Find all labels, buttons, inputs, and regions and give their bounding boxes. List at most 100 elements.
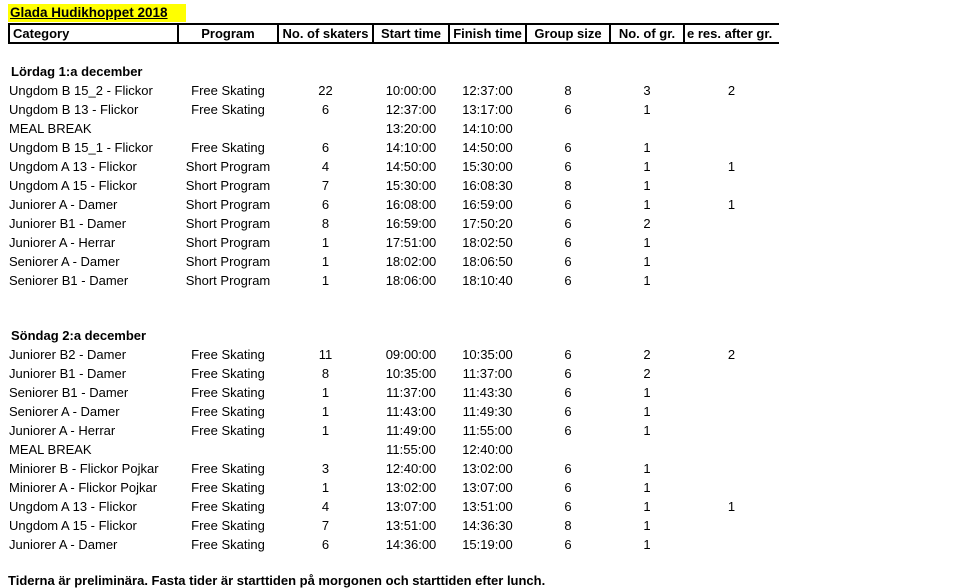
cell-skaters xyxy=(278,119,373,138)
cell-skaters: 7 xyxy=(321,178,330,193)
page-title: Glada Hudikhoppet 2018 xyxy=(8,4,186,22)
cell-program: Short Program xyxy=(185,254,271,269)
cell-res_after: 2 xyxy=(727,83,736,98)
cell-groups: 1 xyxy=(643,140,651,155)
cell-finish: 18:02:50 xyxy=(462,235,513,250)
cell-groups: 1 xyxy=(643,385,651,400)
cell-group_size: 6 xyxy=(564,499,572,514)
cell-res_after xyxy=(684,535,779,554)
cell-start: 14:10:00 xyxy=(385,140,437,155)
cell-group_size: 6 xyxy=(564,366,572,381)
cell-res_after xyxy=(684,252,779,271)
table-row: Juniorer B2 - Damer Free Skating 11 09:00:0… xyxy=(9,345,779,364)
cell-group_size: 8 xyxy=(564,518,572,533)
table-row: Juniorer A - Damer Short Program 6 16:08:00… xyxy=(9,195,779,214)
section-heading-row: Lördag 1:a december xyxy=(9,62,779,81)
cell-category: Ungdom B 15_1 - Flickor xyxy=(9,140,153,155)
cell-category: Juniorer A - Herrar xyxy=(9,423,116,438)
table-row: Ungdom A 13 - Flickor Free Skating 4 13:07:… xyxy=(9,497,779,516)
cell-program: Short Program xyxy=(185,273,271,288)
cell-skaters: 7 xyxy=(321,518,330,533)
cell-group_size: 6 xyxy=(564,102,572,117)
cell-start: 13:07:00 xyxy=(385,499,437,514)
cell-program: Free Skating xyxy=(191,537,265,552)
cell-skaters: 1 xyxy=(321,404,330,419)
cell-groups: 1 xyxy=(643,254,651,269)
cell-group_size: 6 xyxy=(564,197,572,212)
table-row: Miniorer A - Flickor Pojkar Free Skating 1… xyxy=(9,478,779,497)
table-row: Ungdom A 15 - Flickor Short Program 7 15:30… xyxy=(9,176,779,195)
cell-res_after xyxy=(684,176,779,195)
cell-skaters: 22 xyxy=(318,83,333,98)
cell-res_after xyxy=(684,100,779,119)
spacer-row xyxy=(9,308,779,326)
cell-finish: 16:59:00 xyxy=(462,197,513,212)
cell-res_after xyxy=(684,233,779,252)
cell-program: Free Skating xyxy=(191,461,265,476)
cell-res_after xyxy=(684,271,779,290)
cell-skaters: 4 xyxy=(321,159,330,174)
cell-program: Short Program xyxy=(185,178,271,193)
cell-category: Juniorer A - Damer xyxy=(9,197,118,212)
cell-start: 11:43:00 xyxy=(386,404,436,419)
cell-finish: 14:36:30 xyxy=(462,518,513,533)
cell-groups: 1 xyxy=(643,197,651,212)
cell-finish: 11:55:00 xyxy=(462,423,513,438)
cell-skaters: 3 xyxy=(321,461,330,476)
cell-skaters: 8 xyxy=(321,366,330,381)
cell-skaters: 8 xyxy=(321,216,330,231)
cell-category: Miniorer A - Flickor Pojkar xyxy=(9,480,158,495)
cell-category: MEAL BREAK xyxy=(9,121,92,136)
table-row: Miniorer B - Flickor Pojkar Free Skating 3… xyxy=(9,459,779,478)
table-row: Ungdom B 15_1 - Flickor Free Skating 6 14:1… xyxy=(9,138,779,157)
cell-program: Short Program xyxy=(185,216,271,231)
cell-program: Free Skating xyxy=(191,366,265,381)
cell-program xyxy=(178,440,278,459)
cell-group_size: 6 xyxy=(564,159,572,174)
cell-program: Free Skating xyxy=(191,83,265,98)
cell-category: Juniorer B1 - Damer xyxy=(9,366,127,381)
cell-skaters: 6 xyxy=(321,537,330,552)
table-row: Juniorer B1 - Damer Short Program 8 16:59:0… xyxy=(9,214,779,233)
cell-category: Seniorer A - Damer xyxy=(9,404,120,419)
cell-group_size xyxy=(526,119,610,138)
cell-groups: 1 xyxy=(643,178,651,193)
cell-start: 16:08:00 xyxy=(385,197,437,212)
cell-category: Seniorer A - Damer xyxy=(9,254,120,269)
cell-res_after xyxy=(684,478,779,497)
table-row: Juniorer A - Herrar Short Program 1 17:51:0… xyxy=(9,233,779,252)
cell-program: Free Skating xyxy=(191,480,265,495)
cell-program: Short Program xyxy=(185,235,271,250)
cell-start: 13:20:00 xyxy=(385,121,437,136)
cell-finish: 11:49:30 xyxy=(462,404,513,419)
cell-start: 11:55:00 xyxy=(386,442,436,457)
table-row: Ungdom B 15_2 - Flickor Free Skating 22 10:… xyxy=(9,81,779,100)
cell-start: 11:49:00 xyxy=(386,423,436,438)
cell-groups: 1 xyxy=(643,102,651,117)
table-row: MEAL BREAK 11:55:00 12:40:00 xyxy=(9,440,779,459)
cell-groups: 3 xyxy=(643,83,651,98)
cell-groups: 1 xyxy=(643,537,651,552)
header-row: Category Program No. of skaters Start time F… xyxy=(8,23,779,44)
cell-groups xyxy=(610,440,684,459)
cell-groups: 1 xyxy=(643,273,651,288)
table-row: MEAL BREAK 13:20:00 14:10:00 xyxy=(9,119,779,138)
table-row: Juniorer B1 - Damer Free Skating 8 10:35:00… xyxy=(9,364,779,383)
section-heading: Söndag 2:a december xyxy=(11,328,147,343)
cell-program: Free Skating xyxy=(191,102,265,117)
schedule-table: Category Program No. of skaters Start time F… xyxy=(8,23,779,554)
cell-finish: 18:06:50 xyxy=(462,254,513,269)
table-row: Seniorer A - Damer Free Skating 1 11:43:00 1… xyxy=(9,402,779,421)
column-header-4: Finish time xyxy=(448,23,527,44)
cell-category: Ungdom A 15 - Flickor xyxy=(9,518,137,533)
cell-start: 11:37:00 xyxy=(386,385,436,400)
cell-program xyxy=(178,119,278,138)
cell-group_size: 6 xyxy=(564,404,572,419)
cell-finish: 10:35:00 xyxy=(462,347,513,362)
cell-start: 18:02:00 xyxy=(385,254,437,269)
table-row: Seniorer B1 - Damer Free Skating 1 11:37:00… xyxy=(9,383,779,402)
cell-program: Free Skating xyxy=(191,385,265,400)
cell-program: Free Skating xyxy=(191,404,265,419)
footer-note: Tiderna är preliminära. Fasta tider är s… xyxy=(8,573,546,588)
